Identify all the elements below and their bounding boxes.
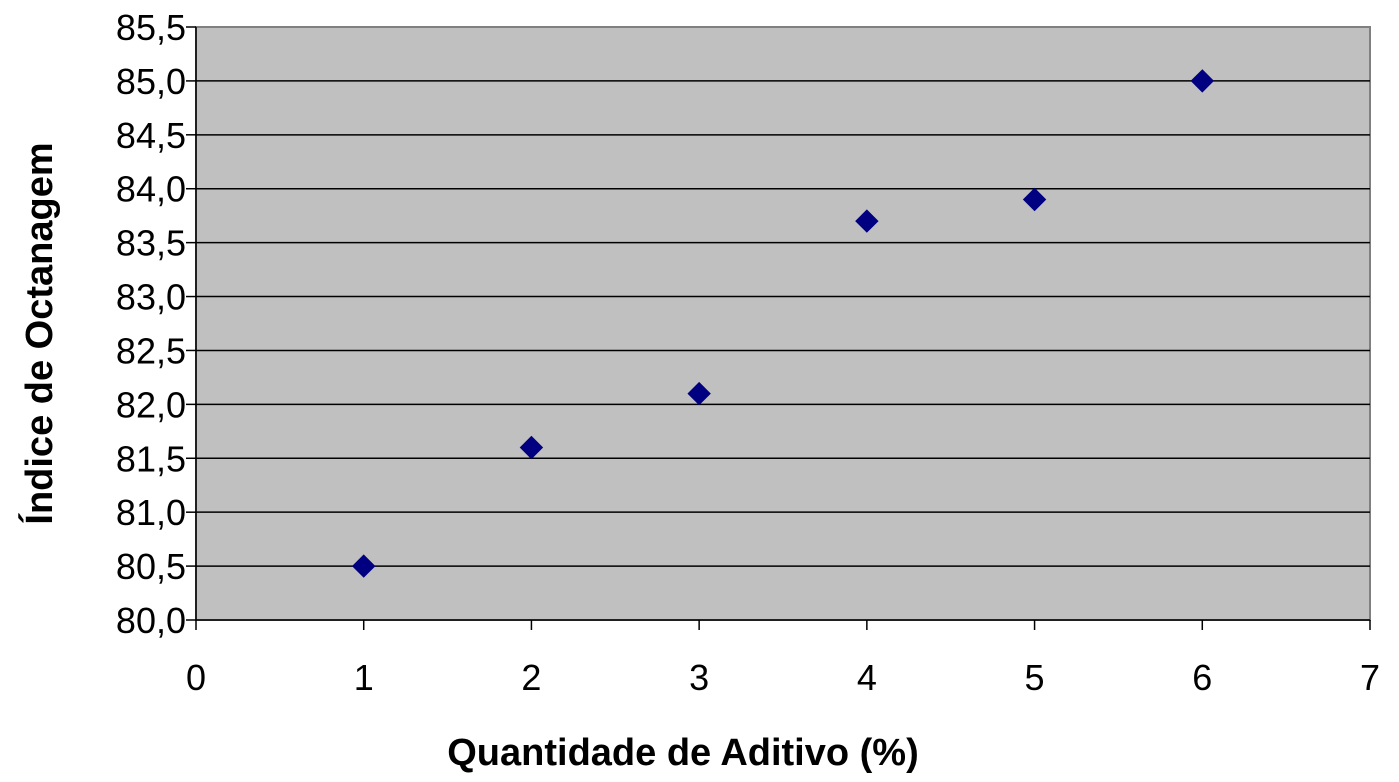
y-tick-label: 84,0 [116,169,186,210]
y-tick-label: 80,5 [116,546,186,587]
x-axis-ticks: 0 1 2 3 4 5 6 7 [186,620,1380,698]
x-tick-label: 7 [1360,657,1380,698]
x-tick-label: 0 [186,657,206,698]
x-tick-label: 4 [857,657,877,698]
x-tick-label: 3 [689,657,709,698]
y-tick-label: 84,5 [116,115,186,156]
y-tick-label: 85,5 [116,7,186,48]
data-points [352,69,1214,578]
y-axis-ticks: 80,0 80,5 81,0 81,5 82,0 82,5 83,0 83,5 84,0 84,5… [116,7,196,641]
y-tick-label: 80,0 [116,600,186,641]
y-tick-label: 81,0 [116,492,186,533]
y-tick-label: 85,0 [116,61,186,102]
data-point [519,435,544,460]
y-tick-label: 83,0 [116,277,186,318]
plot-area [195,26,1371,621]
x-axis-title: Quantidade de Aditivo (%) [447,732,919,774]
axes [195,27,1370,621]
grid-lines [196,80,1370,567]
x-tick-label: 1 [354,657,374,698]
data-point [1190,69,1214,93]
data-point [1022,187,1047,212]
data-point [687,381,711,406]
y-axis-title: Índice de Octanagem [17,142,61,524]
x-tick-label: 2 [521,657,541,698]
data-point [352,554,376,578]
data-point [855,209,879,233]
y-tick-label: 81,5 [116,438,186,479]
y-tick-label: 83,5 [116,223,186,264]
y-tick-label: 82,5 [116,330,186,371]
y-tick-label: 82,0 [116,384,186,425]
x-tick-label: 6 [1192,657,1212,698]
x-tick-label: 5 [1025,657,1045,698]
